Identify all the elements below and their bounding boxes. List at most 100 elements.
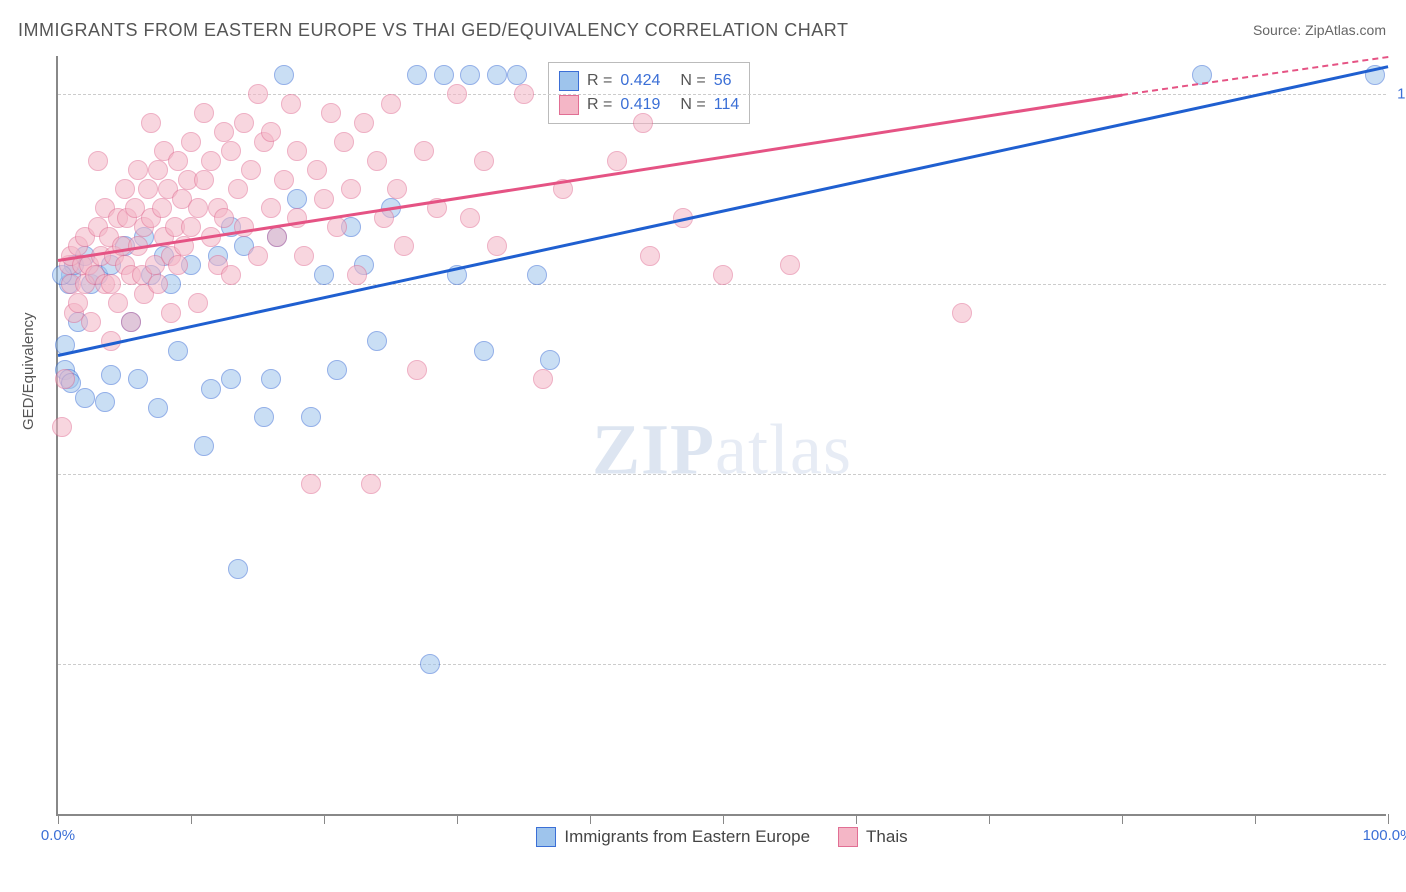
data-point: [88, 151, 108, 171]
data-point: [75, 388, 95, 408]
x-tick: [856, 814, 857, 824]
x-tick: [989, 814, 990, 824]
grid-line: [58, 664, 1386, 665]
x-tick: [1388, 814, 1389, 824]
data-point: [540, 350, 560, 370]
data-point: [201, 379, 221, 399]
y-tick-label: 70.0%: [1393, 656, 1406, 673]
data-point: [287, 141, 307, 161]
data-point: [394, 236, 414, 256]
data-point: [254, 407, 274, 427]
data-point: [101, 274, 121, 294]
data-point: [327, 360, 347, 380]
data-point: [138, 179, 158, 199]
data-point: [267, 227, 287, 247]
data-point: [181, 217, 201, 237]
series-swatch: [559, 95, 579, 115]
data-point: [780, 255, 800, 275]
data-point: [514, 84, 534, 104]
data-point: [168, 255, 188, 275]
data-point: [367, 151, 387, 171]
data-point: [507, 65, 527, 85]
data-point: [248, 84, 268, 104]
data-point: [221, 369, 241, 389]
data-point: [301, 474, 321, 494]
data-point: [527, 265, 547, 285]
data-point: [128, 160, 148, 180]
x-tick: [457, 814, 458, 824]
data-point: [301, 407, 321, 427]
data-point: [474, 151, 494, 171]
data-point: [334, 132, 354, 152]
data-point: [420, 654, 440, 674]
data-point: [128, 369, 148, 389]
x-tick: [590, 814, 591, 824]
chart-title: IMMIGRANTS FROM EASTERN EUROPE VS THAI G…: [18, 20, 848, 41]
data-point: [294, 246, 314, 266]
data-point: [460, 208, 480, 228]
data-point: [633, 113, 653, 133]
data-point: [81, 312, 101, 332]
data-point: [261, 369, 281, 389]
data-point: [161, 303, 181, 323]
data-point: [361, 474, 381, 494]
stats-r-label: R =: [587, 93, 612, 117]
data-point: [414, 141, 434, 161]
stats-n-label: N =: [680, 69, 705, 93]
y-tick-label: 90.0%: [1393, 276, 1406, 293]
data-point: [101, 365, 121, 385]
data-point: [68, 293, 88, 313]
data-point: [281, 94, 301, 114]
data-point: [407, 360, 427, 380]
y-tick-label: 80.0%: [1393, 466, 1406, 483]
data-point: [487, 236, 507, 256]
legend-item: Immigrants from Eastern Europe: [536, 827, 810, 847]
data-point: [487, 65, 507, 85]
data-point: [367, 331, 387, 351]
data-point: [234, 113, 254, 133]
legend-item: Thais: [838, 827, 908, 847]
data-point: [640, 246, 660, 266]
data-point: [188, 293, 208, 313]
stats-row: R = 0.424N = 56: [559, 69, 739, 93]
data-point: [148, 398, 168, 418]
data-point: [327, 217, 347, 237]
grid-line: [58, 474, 1386, 475]
data-point: [354, 113, 374, 133]
data-point: [533, 369, 553, 389]
data-point: [321, 103, 341, 123]
legend-label: Thais: [866, 827, 908, 847]
data-point: [115, 179, 135, 199]
data-point: [228, 179, 248, 199]
stats-n-value: 56: [714, 69, 732, 93]
data-point: [214, 122, 234, 142]
y-axis-label: GED/Equivalency: [20, 312, 37, 430]
data-point: [407, 65, 427, 85]
x-tick: [58, 814, 59, 824]
x-tick: [191, 814, 192, 824]
stats-n-label: N =: [680, 93, 705, 117]
data-point: [141, 113, 161, 133]
data-point: [248, 246, 268, 266]
stats-n-value: 114: [714, 93, 740, 117]
data-point: [952, 303, 972, 323]
watermark-atlas: atlas: [715, 410, 852, 490]
x-tick-label: 100.0%: [1363, 827, 1406, 844]
x-tick: [1255, 814, 1256, 824]
data-point: [194, 436, 214, 456]
data-point: [307, 160, 327, 180]
legend-swatch: [838, 827, 858, 847]
data-point: [181, 132, 201, 152]
data-point: [148, 274, 168, 294]
data-point: [152, 198, 172, 218]
data-point: [234, 217, 254, 237]
y-tick-label: 100.0%: [1393, 86, 1406, 103]
data-point: [314, 265, 334, 285]
source-label: Source: ZipAtlas.com: [1253, 22, 1386, 38]
data-point: [261, 198, 281, 218]
data-point: [52, 417, 72, 437]
data-point: [194, 170, 214, 190]
data-point: [168, 151, 188, 171]
data-point: [607, 151, 627, 171]
stats-row: R = 0.419N = 114: [559, 93, 739, 117]
